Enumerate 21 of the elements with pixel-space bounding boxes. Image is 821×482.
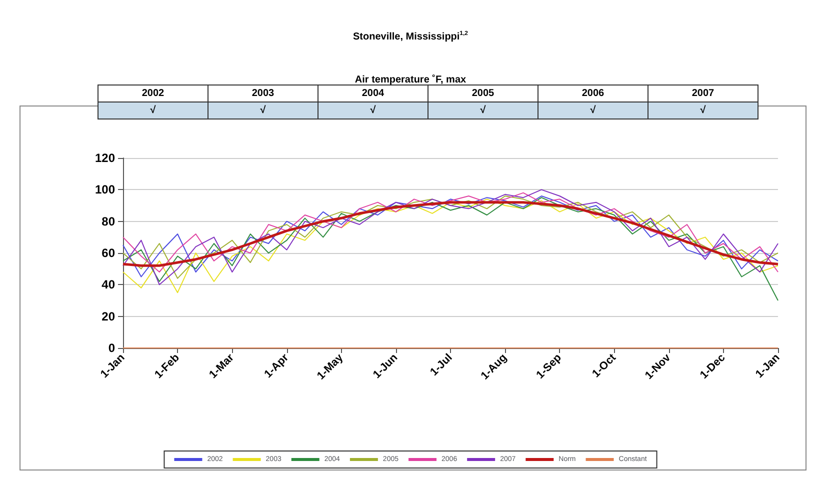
text: 2007 — [692, 88, 715, 99]
text: 2004 — [362, 88, 385, 99]
line-series — [122, 201, 780, 267]
text: √ — [150, 105, 156, 116]
y-tick-label: 100 — [94, 182, 116, 197]
y-tick-label: 120 — [94, 151, 116, 165]
text: √ — [260, 105, 266, 116]
y-tick-label: 20 — [102, 309, 116, 324]
text: √ — [370, 105, 376, 116]
text: 2003 — [252, 88, 275, 99]
y-tick-label: 60 — [102, 246, 116, 260]
text: 2002 — [142, 88, 165, 99]
text: √ — [480, 105, 486, 116]
y-tick-label: 80 — [102, 214, 116, 228]
text: 2005 — [472, 88, 495, 99]
text: √ — [700, 105, 706, 116]
text: 2006 — [582, 88, 605, 99]
chart-subtitle: Air temperature ˚F, max — [354, 74, 467, 86]
text: √ — [590, 105, 596, 116]
y-tick-label: 0 — [108, 341, 116, 355]
y-tick-label: 40 — [102, 278, 116, 292]
